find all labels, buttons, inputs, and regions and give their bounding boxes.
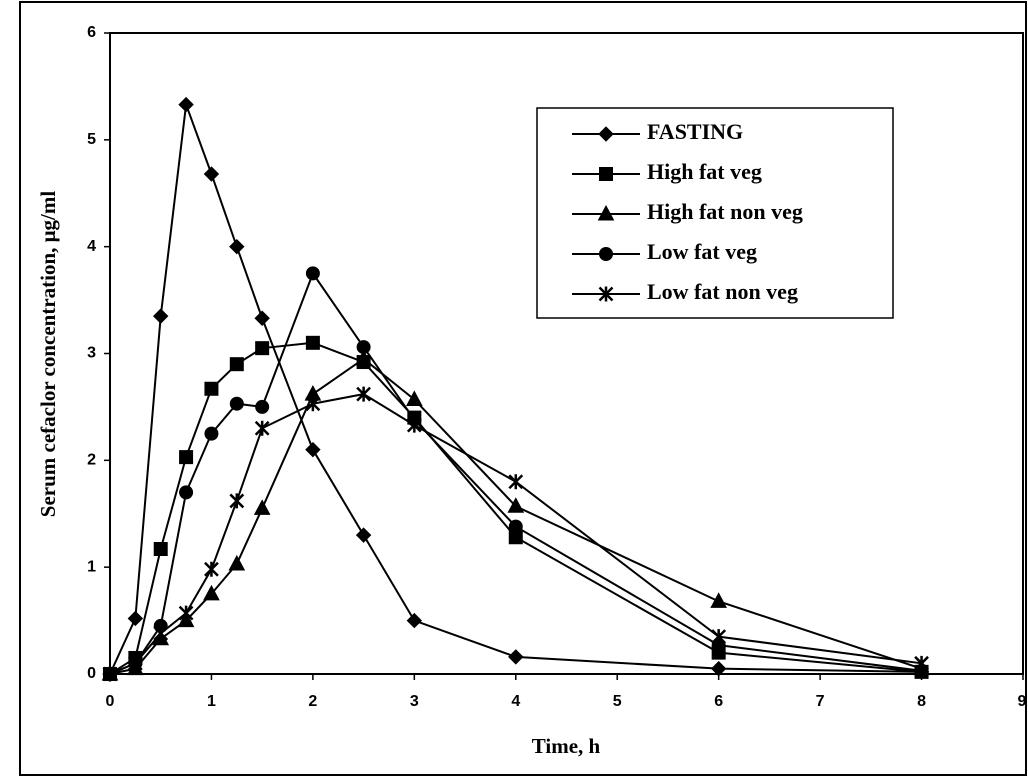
marker [710, 660, 727, 677]
marker [127, 655, 143, 671]
marker [599, 167, 613, 181]
y-tick-label: 3 [87, 345, 96, 362]
marker [406, 612, 423, 629]
marker [203, 584, 220, 601]
series-line [109, 271, 922, 675]
marker [355, 349, 372, 366]
y-tick-label: 2 [87, 452, 96, 469]
legend-label: High fat non veg [647, 199, 803, 224]
marker [178, 605, 194, 621]
y-tick-label: 0 [87, 665, 96, 682]
marker [599, 247, 613, 261]
x-tick-label: 1 [207, 693, 216, 710]
x-tick-label: 7 [816, 693, 825, 710]
marker [356, 386, 371, 402]
y-tick-label: 5 [87, 131, 96, 148]
marker [305, 441, 321, 458]
marker [598, 286, 614, 302]
legend-label: Low fat non veg [647, 279, 798, 304]
marker [204, 381, 219, 396]
marker [153, 542, 168, 557]
marker [507, 497, 525, 513]
marker [153, 625, 169, 641]
marker [127, 610, 144, 627]
marker [710, 592, 728, 608]
marker [405, 390, 423, 406]
figure-frame [19, 1, 1027, 776]
marker [203, 166, 220, 182]
marker [305, 266, 320, 281]
marker [204, 426, 219, 441]
x-tick-label: 9 [1018, 693, 1027, 710]
x-tick-label: 0 [106, 693, 115, 710]
x-tick-label: 6 [714, 693, 723, 710]
marker [508, 649, 524, 665]
marker [229, 493, 245, 509]
marker [254, 310, 270, 326]
marker [914, 655, 929, 671]
marker [229, 357, 244, 372]
x-axis-title: Time, h [532, 734, 601, 758]
marker [229, 238, 245, 255]
marker [204, 561, 219, 577]
marker [255, 341, 270, 356]
marker [356, 340, 371, 355]
marker [153, 308, 169, 324]
marker [255, 399, 270, 414]
x-tick-label: 8 [917, 693, 926, 710]
marker [179, 450, 194, 465]
y-tick-label: 1 [87, 558, 96, 575]
marker [597, 204, 615, 221]
x-tick-label: 3 [410, 693, 419, 710]
y-tick-label: 4 [87, 238, 96, 255]
marker [508, 474, 524, 490]
marker [355, 527, 372, 543]
legend-label: High fat veg [647, 159, 762, 184]
marker [711, 629, 727, 645]
legend-label: Low fat veg [647, 239, 757, 264]
marker [598, 126, 614, 142]
marker [179, 485, 194, 500]
x-tick-label: 5 [613, 693, 622, 710]
marker [305, 396, 321, 412]
x-tick-label: 4 [511, 693, 520, 710]
marker [178, 96, 194, 113]
marker [254, 420, 270, 436]
marker [406, 417, 422, 433]
marker [229, 396, 244, 411]
x-tick-label: 2 [308, 693, 317, 710]
marker [305, 335, 320, 350]
marker [228, 554, 246, 571]
y-tick-label: 6 [87, 24, 96, 41]
legend-label: FASTING [647, 119, 743, 144]
marker [102, 666, 118, 682]
marker [508, 519, 523, 534]
y-axis-title: Serum cefaclor concentration, μg/ml [36, 191, 60, 518]
marker [253, 499, 271, 515]
